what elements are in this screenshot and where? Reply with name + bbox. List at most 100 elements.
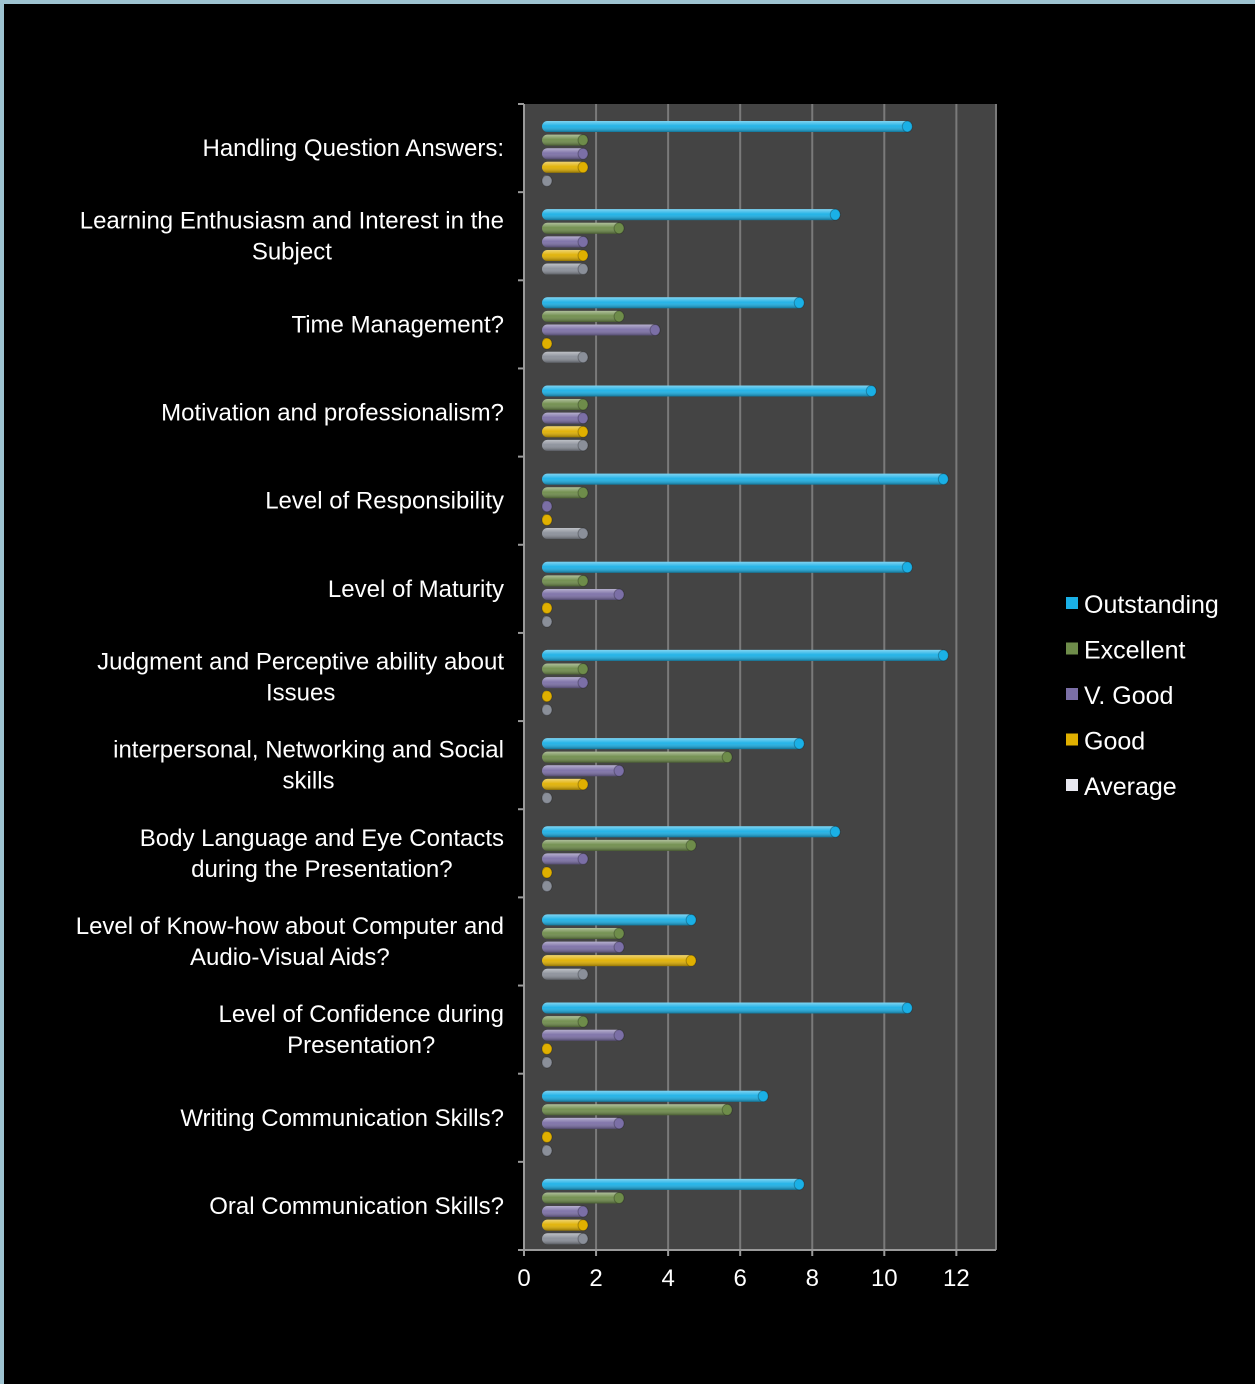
category-label: Motivation and professionalism? xyxy=(161,400,504,427)
legend-swatch xyxy=(1066,779,1078,791)
bar-v-good xyxy=(541,500,553,513)
bar-average xyxy=(541,1144,553,1157)
category-labels: Handling Question Answers: Learning Enthu… xyxy=(76,135,505,1220)
category-label: Handling Question Answers: xyxy=(203,135,505,162)
bar-excellent xyxy=(542,839,697,852)
bar-outstanding xyxy=(542,737,805,750)
bar-outstanding xyxy=(542,561,913,574)
bar-good xyxy=(541,602,553,615)
tick-labels: 0 2 4 6 8 10 12 xyxy=(517,1265,969,1292)
bar-excellent xyxy=(542,310,625,323)
bar-excellent xyxy=(542,927,625,940)
x-tick-label: 8 xyxy=(806,1265,819,1292)
bar-v-good xyxy=(542,676,589,689)
bar-v-good xyxy=(542,235,589,248)
bar-average xyxy=(542,527,589,540)
category-label: Writing Communication Skills? xyxy=(180,1105,504,1132)
bar-outstanding xyxy=(542,649,949,662)
bar-outstanding xyxy=(542,825,841,838)
category-label: Issues xyxy=(266,680,335,707)
bar-excellent xyxy=(542,1191,625,1204)
bar-average xyxy=(541,1056,553,1069)
bar-excellent xyxy=(542,398,589,411)
bar-v-good xyxy=(542,1117,625,1130)
bar-good xyxy=(542,425,589,438)
bar-good xyxy=(541,1042,553,1055)
legend-item: Excellent xyxy=(1066,637,1185,665)
category-label: Time Management? xyxy=(291,311,504,338)
category-label: Oral Communication Skills? xyxy=(209,1193,504,1220)
legend-label: Average xyxy=(1084,773,1177,801)
category-label: skills xyxy=(283,768,335,795)
bar-v-good xyxy=(542,1205,589,1218)
grid-lines xyxy=(523,104,997,1250)
bar-outstanding xyxy=(542,1090,769,1103)
bar-good xyxy=(542,778,589,791)
bar-average xyxy=(541,615,553,628)
bar-average xyxy=(541,791,553,804)
x-tick-label: 12 xyxy=(943,1265,970,1292)
bar-average xyxy=(542,1232,589,1245)
category-label: Body Language and Eye Contacts xyxy=(140,825,504,852)
bar-excellent xyxy=(542,574,589,587)
bar-average xyxy=(541,174,553,187)
bar-excellent xyxy=(542,486,589,499)
axes xyxy=(518,103,996,1256)
legend-swatch xyxy=(1066,597,1078,609)
bar-average xyxy=(542,263,589,276)
category-label: Judgment and Perceptive ability about xyxy=(97,649,504,676)
bar-good xyxy=(541,1130,553,1143)
bar-good xyxy=(541,337,553,350)
category-label: Subject xyxy=(252,239,332,266)
bar-excellent xyxy=(542,1015,589,1028)
x-tick-label: 10 xyxy=(871,1265,898,1292)
bar-good xyxy=(541,866,553,879)
legend-item: Outstanding xyxy=(1066,591,1219,619)
x-tick-label: 6 xyxy=(734,1265,747,1292)
category-label: Audio-Visual Aids? xyxy=(190,944,390,971)
bar-good xyxy=(542,954,697,967)
bar-good xyxy=(542,1219,589,1232)
bar-average xyxy=(542,439,589,452)
bar-average xyxy=(542,968,589,981)
x-tick-label: 4 xyxy=(661,1265,674,1292)
bar-v-good xyxy=(542,324,661,337)
category-label: during the Presentation? xyxy=(191,856,453,883)
bar-average xyxy=(541,880,553,893)
legend-swatch xyxy=(1066,688,1078,700)
bar-good xyxy=(542,161,589,174)
bar-v-good xyxy=(542,588,625,601)
category-label: interpersonal, Networking and Social xyxy=(113,737,504,764)
x-tick-label: 0 xyxy=(517,1265,530,1292)
bar-v-good xyxy=(542,147,589,160)
bar-average xyxy=(541,703,553,716)
legend-item: V. Good xyxy=(1066,682,1173,710)
bar-excellent xyxy=(542,222,625,235)
legend-item: Good xyxy=(1066,728,1145,756)
legend-label: Excellent xyxy=(1084,637,1185,665)
category-label: Learning Enthusiasm and Interest in the xyxy=(80,208,504,235)
legend-label: Outstanding xyxy=(1084,591,1219,619)
bar-v-good xyxy=(542,412,589,425)
bar-v-good xyxy=(542,852,589,865)
legend-item: Average xyxy=(1066,773,1177,801)
legend-swatch xyxy=(1066,642,1078,655)
bar-outstanding xyxy=(542,384,877,397)
bar-v-good xyxy=(542,941,625,954)
category-label: Level of Know-how about Computer and xyxy=(76,913,504,940)
bar-outstanding xyxy=(542,1002,913,1015)
bar-excellent xyxy=(542,751,733,764)
category-label: Level of Maturity xyxy=(328,576,504,603)
bar-v-good xyxy=(542,1029,625,1042)
bar-outstanding xyxy=(542,296,805,309)
bar-good xyxy=(541,513,553,526)
bar-outstanding xyxy=(542,473,949,486)
bar-good xyxy=(541,690,553,703)
category-label: Level of Confidence during xyxy=(218,1001,504,1028)
bar-excellent xyxy=(542,663,589,676)
bar-outstanding xyxy=(542,208,841,221)
bar-excellent xyxy=(542,134,589,147)
x-tick-label: 2 xyxy=(589,1265,602,1292)
bar-outstanding xyxy=(542,120,913,133)
